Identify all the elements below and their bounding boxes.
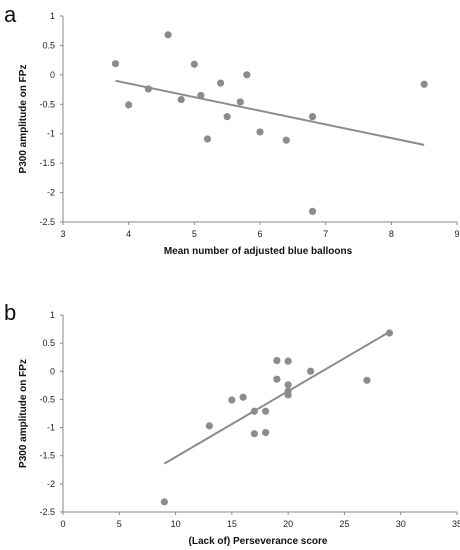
x-tick-label: 9 <box>454 229 459 239</box>
x-tick-label: 8 <box>389 229 394 239</box>
data-point <box>284 391 292 399</box>
data-point <box>228 396 236 404</box>
data-point <box>420 80 428 88</box>
x-tick-label: 5 <box>117 519 122 529</box>
data-point <box>160 498 168 506</box>
x-tick-label: 15 <box>227 519 237 529</box>
data-point <box>262 407 270 415</box>
y-axis-title: P300 amplitude on FPz <box>18 65 29 174</box>
y-tick-label: 0 <box>50 70 55 80</box>
data-point <box>243 71 251 79</box>
y-tick-label: 0 <box>50 366 55 376</box>
data-point <box>205 422 213 430</box>
data-point <box>125 101 133 109</box>
trend-line <box>163 331 390 465</box>
y-tick-label: 0.5 <box>42 40 55 50</box>
data-point <box>385 329 394 337</box>
y-tick-label: 1 <box>50 310 55 320</box>
data-point <box>282 136 290 144</box>
data-point <box>250 430 258 438</box>
panel-label: b <box>4 300 16 325</box>
x-tick-label: 6 <box>257 229 262 239</box>
data-point <box>223 113 231 121</box>
y-tick-label: -1.5 <box>39 451 55 461</box>
y-tick-label: -2 <box>47 188 55 198</box>
y-tick-label: -2.5 <box>39 217 55 227</box>
y-tick-label: -2.5 <box>39 507 55 517</box>
data-point <box>164 31 172 39</box>
x-tick-label: 35 <box>452 519 460 529</box>
data-point <box>250 407 258 415</box>
y-tick-label: 1 <box>50 11 55 21</box>
y-tick-label: -0.5 <box>39 394 55 404</box>
y-tick-label: -1 <box>47 423 55 433</box>
data-point <box>177 95 185 104</box>
data-point <box>111 60 120 68</box>
chart-panel-b: b 1 0.5 0 -0.5 -1 -1.5 -2 -2.5 0 5 10 15 20 25 30 35 (Lac… <box>4 300 460 547</box>
data-point <box>197 91 205 100</box>
y-tick-label: -1 <box>47 129 55 139</box>
data-point <box>308 113 317 121</box>
data-point <box>256 128 264 136</box>
y-axis-title: P300 amplitude on FPz <box>18 359 29 468</box>
x-tick-label: 5 <box>192 229 197 239</box>
data-point <box>262 429 270 437</box>
x-tick-label: 10 <box>171 519 181 529</box>
y-tick-label: 0.5 <box>42 338 55 348</box>
data-point <box>273 375 281 383</box>
data-point <box>236 98 244 106</box>
y-tick-label: -1.5 <box>39 158 55 168</box>
x-axis-title: Mean number of adjusted blue balloons <box>164 246 353 257</box>
x-axis-title: (Lack of) Perseverance score <box>189 536 328 547</box>
x-tick-label: 4 <box>126 229 131 239</box>
panel-label: a <box>4 2 17 27</box>
data-point <box>284 357 292 365</box>
y-tick-label: -0.5 <box>39 99 55 109</box>
y-tick-label: -2 <box>47 479 55 489</box>
x-tick-label: 0 <box>60 519 65 529</box>
data-point <box>190 60 198 68</box>
data-point <box>203 135 212 143</box>
data-point <box>307 367 315 375</box>
data-point <box>273 356 281 365</box>
data-point <box>217 79 225 87</box>
data-point <box>144 85 152 93</box>
data-point <box>363 376 371 384</box>
data-point <box>308 207 317 216</box>
x-tick-label: 3 <box>60 229 65 239</box>
data-point <box>239 393 247 401</box>
x-tick-label: 25 <box>339 519 349 529</box>
x-tick-label: 30 <box>396 519 406 529</box>
x-tick-label: 20 <box>283 519 293 529</box>
data-point <box>284 381 292 389</box>
x-tick-label: 7 <box>323 229 328 239</box>
trend-line <box>115 79 425 146</box>
chart-panel-a: a 1 0.5 0 -0.5 -1 -1.5 -2 -2.5 3 4 5 6 7 8 9 Mean number… <box>4 2 460 257</box>
